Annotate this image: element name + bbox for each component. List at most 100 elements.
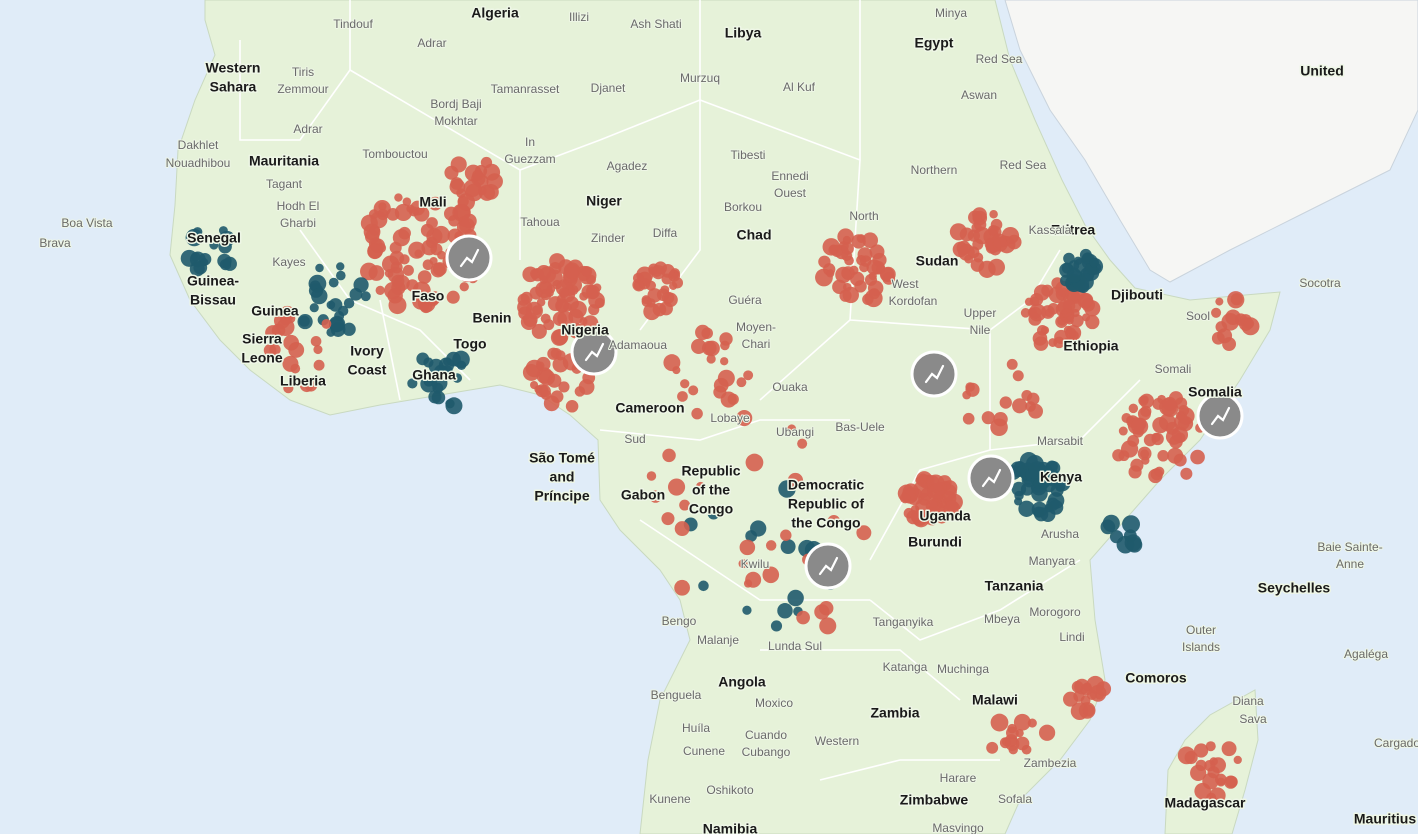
place-label: Gharbi — [280, 216, 316, 230]
place-label: Oshikoto — [706, 783, 754, 797]
event-dot — [849, 271, 865, 286]
event-dot — [353, 277, 369, 293]
country-label: Ivory — [350, 343, 384, 359]
event-dot — [1078, 292, 1094, 308]
event-dot — [660, 285, 670, 295]
place-label: Aswan — [961, 88, 997, 102]
place-label: Zambezia — [1024, 756, 1077, 770]
country-label: Ethiopia — [1063, 338, 1118, 354]
event-dot — [1063, 325, 1073, 335]
event-dot — [842, 235, 851, 245]
country-label: Angola — [718, 674, 766, 690]
event-dot — [706, 354, 716, 364]
event-dot — [1126, 415, 1135, 425]
event-dot — [993, 411, 1008, 427]
place-label: Sool — [1186, 309, 1210, 323]
event-icon — [967, 454, 1015, 502]
place-label: Guéra — [728, 293, 762, 307]
event-dot — [688, 385, 699, 396]
event-icon — [1196, 392, 1244, 440]
event-dot — [448, 214, 460, 227]
place-label: Ouest — [774, 186, 807, 200]
event-dot — [336, 270, 346, 281]
country-label: Zimbabwe — [900, 792, 969, 808]
event-dot — [432, 225, 450, 244]
event-dot — [924, 509, 940, 526]
place-label: Moyen- — [736, 320, 776, 334]
event-dot — [538, 369, 556, 386]
event-dot — [594, 297, 605, 308]
place-label: Moxico — [755, 696, 793, 710]
country-label: Sudan — [916, 253, 959, 269]
place-label: Boa Vista — [61, 216, 112, 230]
event-dot — [985, 237, 1002, 253]
country-label: Malawi — [972, 692, 1018, 708]
country-label: Guinea — [251, 303, 299, 319]
event-dot — [818, 255, 831, 268]
country-label: Togo — [453, 336, 486, 352]
event-dot — [1205, 741, 1216, 752]
event-dot — [438, 357, 455, 373]
place-label: Brava — [39, 236, 71, 250]
event-dot — [282, 355, 299, 372]
place-label: Upper — [964, 306, 997, 320]
event-dot — [313, 345, 323, 355]
country-label: Libya — [725, 25, 762, 41]
event-icon — [445, 234, 493, 282]
event-dot — [522, 364, 540, 381]
icon-glyph — [981, 468, 1002, 488]
event-dot — [1233, 755, 1242, 765]
event-dot — [342, 322, 356, 336]
country-label: Chad — [737, 227, 772, 243]
event-dot — [659, 301, 673, 316]
event-dot — [428, 196, 443, 211]
event-dot — [880, 266, 896, 282]
country-label: Mauritius — [1354, 811, 1416, 827]
event-dot — [587, 288, 599, 300]
event-icon — [570, 328, 618, 376]
event-dot — [200, 258, 209, 267]
place-label: Kunene — [649, 792, 691, 806]
place-label: Tagant — [266, 177, 303, 191]
event-dot — [742, 605, 752, 615]
country-label: Nigeria — [561, 322, 609, 338]
country-label: Sahara — [210, 79, 257, 95]
event-dot — [965, 382, 975, 392]
event-dot — [835, 266, 852, 284]
place-label: Western — [815, 734, 859, 748]
icons — [445, 234, 1244, 590]
event-dot — [713, 385, 727, 399]
event-dot — [869, 244, 885, 260]
event-dot — [338, 305, 349, 317]
event-dot — [990, 713, 1009, 732]
place-label: Mokhtar — [434, 114, 477, 128]
country-label: Liberia — [280, 373, 326, 389]
icon-glyph — [818, 556, 839, 576]
event-dot — [899, 492, 911, 504]
event-dot — [770, 620, 783, 632]
country-label: Príncipe — [534, 488, 589, 504]
event-dot — [1162, 396, 1177, 411]
event-dot — [360, 291, 371, 302]
place-label: Minya — [935, 6, 967, 20]
event-dot — [336, 262, 345, 271]
event-dot — [1171, 426, 1189, 443]
place-label: Nile — [970, 323, 991, 337]
event-dot — [1066, 267, 1082, 283]
country-label: Tanzania — [985, 578, 1044, 594]
place-label: In — [525, 135, 535, 149]
event-dot — [1140, 395, 1149, 404]
event-dot — [1050, 483, 1064, 497]
event-dot — [283, 334, 300, 351]
place-label: Islands — [1182, 640, 1220, 654]
event-dot — [1243, 318, 1255, 329]
event-dot — [446, 290, 460, 304]
event-dot — [745, 571, 762, 588]
country-label: Cameroon — [615, 400, 684, 416]
place-label: Arusha — [1041, 527, 1079, 541]
event-dot — [384, 269, 394, 278]
event-dot — [402, 264, 414, 276]
event-dot — [674, 521, 690, 537]
event-dot — [222, 256, 237, 271]
